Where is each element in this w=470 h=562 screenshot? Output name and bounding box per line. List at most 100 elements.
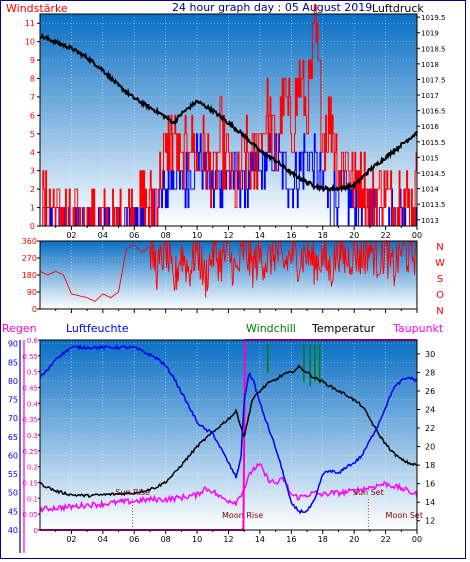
compass-label: S: [437, 274, 443, 285]
rain-axis-tick-label: 0.35: [22, 416, 38, 424]
rain-axis-tick-label: 0: [34, 527, 38, 535]
pressure-axis-tick-label: 1016.5: [421, 108, 446, 116]
temperature-axis-tick-label: 22: [425, 424, 435, 433]
wind-axis-tick-label: 1: [30, 204, 35, 213]
panel-3-background: [40, 340, 417, 530]
pressure-series-line: [39, 32, 418, 193]
panel-1-xtick-label: 04: [98, 231, 108, 240]
rain-axis-tick-label: 0.5: [27, 369, 38, 377]
wind-axis-tick-label: 2: [30, 185, 35, 194]
wind-axis-tick-label: 9: [30, 56, 35, 65]
humidity-axis-tick-label: 45: [8, 507, 18, 516]
event-label: Sun Set: [353, 488, 384, 497]
rain-axis-tick-label: 0.3: [27, 432, 38, 440]
panel-3-xtick-label: 14: [255, 535, 265, 544]
wind-axis-tick-label: 5: [30, 130, 35, 139]
panel-1-axes: 0123456789101110131013.510141014.5101510…: [25, 13, 446, 240]
dewpoint-series-line: [39, 462, 418, 513]
rain-axis-tick-label: 0.15: [22, 480, 38, 488]
left-axis-title: Windstärke: [6, 2, 68, 15]
panel-3-axes: 0 0.05 0.1 0.15 0.2 0.25 0.3 0.35 0.4 0.45 0.5 0.55…: [8, 337, 435, 553]
pressure-axis-tick-label: 1019.5: [421, 14, 446, 22]
rain-axis-tick-label: 0.6: [27, 337, 39, 345]
panel-1-xtick-label: 06: [129, 231, 139, 240]
panel-3-xtick-label: 22: [380, 535, 390, 544]
temperature-axis-tick-label: 24: [425, 406, 435, 415]
rain-axis-tick-label: 0.05: [22, 511, 38, 519]
temperature-axis-tick-label: 14: [425, 498, 435, 507]
legend-rain: Regen: [2, 322, 37, 335]
panel-1-xtick-label: 12: [223, 231, 233, 240]
direction-axis-tick-label: 180: [22, 271, 37, 280]
wind-axis-tick-label: 0: [30, 222, 35, 231]
event-label: Sun Rise: [115, 488, 150, 497]
legend-dewpoint: Taupunkt: [392, 322, 444, 335]
pressure-axis-tick-label: 1014: [421, 186, 439, 194]
compass-label: O: [436, 290, 444, 301]
rain-axis-tick-label: 0.45: [22, 385, 38, 393]
wind-axis-tick-label: 10: [25, 38, 35, 47]
temperature-axis-tick-label: 26: [425, 387, 435, 396]
compass-label: N: [436, 306, 443, 317]
pressure-axis-tick-label: 1013.5: [421, 201, 446, 209]
panel-3-xtick-label: 10: [192, 535, 202, 544]
wind-axis-tick-label: 3: [30, 167, 35, 176]
rain-axis-tick-label: 0.2: [27, 464, 38, 472]
wind-axis-tick-label: 8: [30, 75, 35, 84]
temperature-axis-tick-label: 30: [425, 350, 435, 359]
legend-temperature: Temperatur: [311, 322, 376, 335]
humidity-axis-tick-label: 55: [8, 470, 18, 479]
panel-1-xtick-label: 18: [318, 231, 328, 240]
panel-3-xtick-label: 18: [318, 535, 328, 544]
temperature-axis-tick-label: 16: [425, 480, 435, 489]
rain-axis-tick-label: 0.55: [22, 353, 38, 361]
compass-label: W: [435, 258, 445, 269]
panel-humidity-temperature: Sun Rise Moon Rise Sun Set Moon Set 0 0.05 0.…: [8, 337, 435, 553]
humidity-axis-tick-label: 60: [8, 451, 18, 460]
pressure-axis-tick-label: 1015: [421, 154, 439, 162]
compass-label: N: [436, 242, 443, 253]
temperature-axis-tick-label: 28: [425, 368, 435, 377]
wind-axis-tick-label: 11: [25, 19, 35, 28]
panel-3-xtick-label: 02: [66, 535, 76, 544]
pressure-axis-tick-label: 1016: [421, 123, 439, 131]
rain-axis-tick-label: 0.4: [27, 400, 39, 408]
humidity-axis-tick-label: 80: [8, 377, 18, 386]
humidity-axis-tick-label: 70: [8, 414, 18, 423]
panel-wind-pressure: 0123456789101110131013.510141014.5101510…: [25, 4, 446, 240]
panel-3-xtick-label: 16: [286, 535, 296, 544]
wind-axis-tick-label: 4: [30, 148, 35, 157]
panel-3-xtick-label: 12: [223, 535, 233, 544]
panel-3-xtick-label: 20: [349, 535, 359, 544]
humidity-series-line: [39, 344, 418, 515]
pressure-axis-tick-label: 1014.5: [421, 170, 446, 178]
panel-3-plot-border: [39, 339, 418, 531]
pressure-axis-tick-label: 1018: [421, 61, 439, 69]
direction-axis-tick-label: 0: [32, 305, 37, 314]
humidity-axis-tick-label: 90: [8, 340, 18, 349]
graph-title: 24 hour graph day : 05 August 2019: [172, 1, 372, 14]
panel-1-xtick-label: 08: [161, 231, 171, 240]
humidity-axis-tick-label: 65: [8, 433, 18, 442]
panel-3-xtick-label: 08: [161, 535, 171, 544]
pressure-axis-tick-label: 1015.5: [421, 139, 446, 147]
humidity-axis-tick-label: 40: [8, 526, 18, 535]
event-label: Moon Set: [386, 511, 423, 520]
panel-2-grid: [40, 240, 418, 310]
wind-axis-tick-label: 7: [30, 93, 35, 102]
temperature-axis-tick-label: 20: [425, 443, 435, 452]
legend-windchill: Windchill: [246, 322, 296, 335]
pressure-axis-tick-label: 1019: [421, 30, 439, 38]
panel-1-xtick-label: 20: [349, 231, 359, 240]
humidity-axis-tick-label: 75: [8, 396, 18, 405]
legend-humidity: Luftfeuchte: [66, 322, 129, 335]
panel-1-xtick-label: 00: [412, 231, 422, 240]
panel-3-xtick-label: 00: [412, 535, 422, 544]
event-label: Moon Rise: [222, 511, 263, 520]
panel-2-plot-border: [39, 240, 418, 310]
right-axis-title: Luftdruck: [372, 2, 424, 15]
panel-1-xtick-label: 14: [255, 231, 265, 240]
